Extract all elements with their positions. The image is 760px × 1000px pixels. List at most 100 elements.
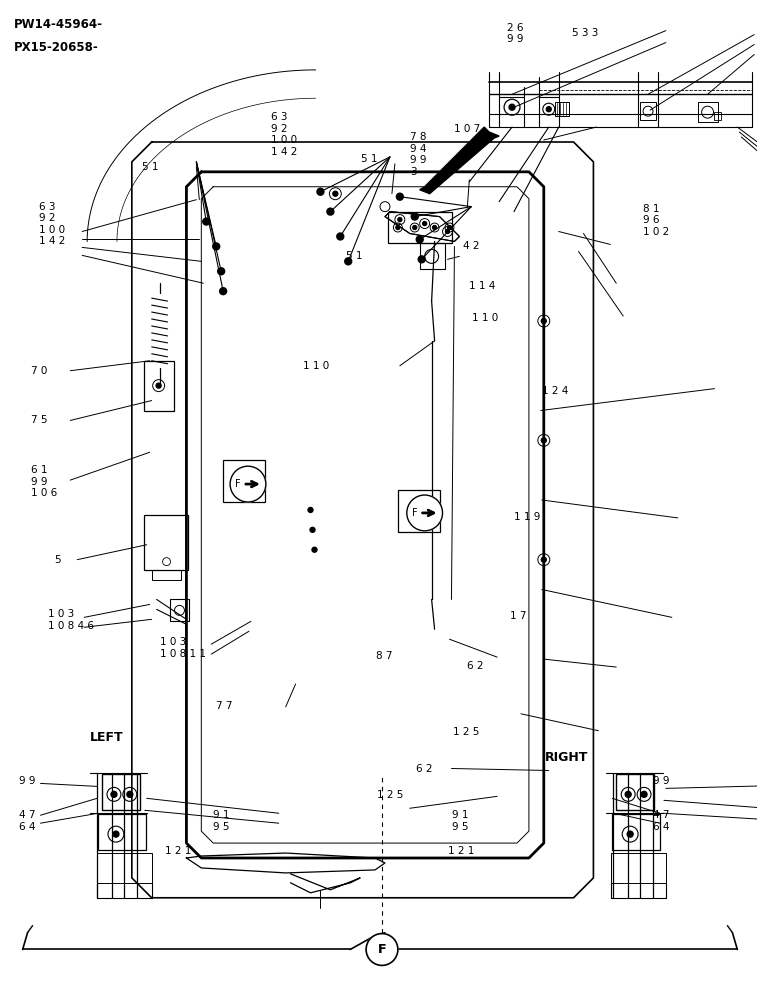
Circle shape xyxy=(397,193,404,200)
Circle shape xyxy=(509,104,515,110)
Circle shape xyxy=(541,438,546,443)
Text: 7 8
9 4
9 9
3: 7 8 9 4 9 9 3 xyxy=(410,132,426,177)
Circle shape xyxy=(546,107,551,112)
Bar xyxy=(398,490,439,532)
Text: 9 1
9 5: 9 1 9 5 xyxy=(451,810,468,832)
Circle shape xyxy=(111,791,117,797)
Text: F: F xyxy=(378,943,386,956)
Text: 7 0: 7 0 xyxy=(31,366,48,376)
Bar xyxy=(698,102,717,122)
Text: 5 1: 5 1 xyxy=(361,154,378,164)
Text: 7 7: 7 7 xyxy=(216,701,232,711)
Circle shape xyxy=(220,288,226,295)
Text: 1 2 5: 1 2 5 xyxy=(377,790,404,800)
Text: 2 6
9 9: 2 6 9 9 xyxy=(507,23,523,44)
Text: F: F xyxy=(412,508,417,518)
Text: 1 0 3
1 0 8 1 1: 1 0 3 1 0 8 1 1 xyxy=(160,637,206,659)
Text: 6 2: 6 2 xyxy=(416,764,432,774)
Bar xyxy=(555,102,568,116)
Bar xyxy=(169,599,189,621)
Text: 7 5: 7 5 xyxy=(31,415,48,425)
Text: 8 7: 8 7 xyxy=(376,651,393,661)
Text: 6 3
9 2
1 0 0
1 4 2: 6 3 9 2 1 0 0 1 4 2 xyxy=(271,112,297,157)
Text: 5 1: 5 1 xyxy=(346,251,363,261)
Bar xyxy=(640,102,656,120)
Circle shape xyxy=(327,208,334,215)
Circle shape xyxy=(396,226,400,230)
Circle shape xyxy=(113,831,119,837)
Circle shape xyxy=(217,268,225,275)
Circle shape xyxy=(418,256,425,263)
Circle shape xyxy=(448,226,451,230)
Text: 5: 5 xyxy=(54,555,61,565)
Bar xyxy=(613,814,660,850)
Text: 1 2 1: 1 2 1 xyxy=(165,846,192,856)
Text: 1 2 5: 1 2 5 xyxy=(453,727,480,737)
Circle shape xyxy=(541,557,546,562)
Circle shape xyxy=(625,791,631,797)
Circle shape xyxy=(432,226,436,230)
Text: F: F xyxy=(378,943,386,956)
Text: LEFT: LEFT xyxy=(90,731,123,744)
Circle shape xyxy=(337,233,344,240)
Circle shape xyxy=(627,831,633,837)
Circle shape xyxy=(541,319,546,323)
Text: 4 7
6 4: 4 7 6 4 xyxy=(653,810,670,832)
Text: 1 7: 1 7 xyxy=(510,611,526,621)
Text: 8 1
9 6
1 0 2: 8 1 9 6 1 0 2 xyxy=(642,204,669,237)
Circle shape xyxy=(398,218,402,222)
Text: 9 9: 9 9 xyxy=(19,776,36,786)
Text: 6 2: 6 2 xyxy=(467,661,483,671)
Circle shape xyxy=(310,527,315,532)
Text: PX15-20658-: PX15-20658- xyxy=(14,41,99,54)
Circle shape xyxy=(445,230,449,233)
Bar xyxy=(98,814,146,850)
Text: 5 3 3: 5 3 3 xyxy=(572,28,599,38)
Text: 1 1 0: 1 1 0 xyxy=(472,313,499,323)
Circle shape xyxy=(308,507,313,512)
Bar xyxy=(388,212,452,243)
Text: 1 2 4: 1 2 4 xyxy=(542,386,568,396)
Text: 5 1: 5 1 xyxy=(142,162,159,172)
Circle shape xyxy=(413,226,416,230)
Text: 4 7
6 4: 4 7 6 4 xyxy=(19,810,36,832)
Bar xyxy=(144,515,188,570)
Circle shape xyxy=(203,218,210,225)
Circle shape xyxy=(366,934,398,965)
Circle shape xyxy=(312,547,317,552)
Text: 1 1 4: 1 1 4 xyxy=(469,281,496,291)
Circle shape xyxy=(407,495,442,531)
Bar xyxy=(152,570,182,580)
Text: 6 1
9 9
1 0 6: 6 1 9 9 1 0 6 xyxy=(31,465,58,498)
Text: 6 3
9 2
1 0 0
1 4 2: 6 3 9 2 1 0 0 1 4 2 xyxy=(39,202,65,246)
Bar xyxy=(223,460,264,502)
Circle shape xyxy=(641,791,647,797)
Polygon shape xyxy=(420,127,499,194)
Text: PW14-45964-: PW14-45964- xyxy=(14,18,103,31)
Circle shape xyxy=(127,791,133,797)
Text: 9 1
9 5: 9 1 9 5 xyxy=(213,810,229,832)
Bar xyxy=(102,774,140,810)
Circle shape xyxy=(423,222,426,226)
Bar xyxy=(97,853,152,883)
Bar xyxy=(144,361,173,410)
Circle shape xyxy=(345,258,352,265)
Text: 1 0 3
1 0 8 4 6: 1 0 3 1 0 8 4 6 xyxy=(48,609,94,631)
Text: 1 2 1: 1 2 1 xyxy=(448,846,474,856)
Text: 9 9: 9 9 xyxy=(653,776,670,786)
Text: 1 1 9: 1 1 9 xyxy=(515,512,540,522)
Text: F: F xyxy=(236,479,241,489)
Circle shape xyxy=(230,466,266,502)
Circle shape xyxy=(333,191,337,196)
Text: RIGHT: RIGHT xyxy=(544,751,587,764)
Bar xyxy=(611,853,666,883)
Circle shape xyxy=(411,213,418,220)
Text: 1 0 7: 1 0 7 xyxy=(454,124,480,134)
Circle shape xyxy=(416,236,423,243)
Text: 1 1 0: 1 1 0 xyxy=(303,361,329,371)
Bar xyxy=(616,774,654,810)
Circle shape xyxy=(156,383,161,388)
Bar xyxy=(714,112,721,120)
Text: 4 2: 4 2 xyxy=(463,241,480,251)
Text: F: F xyxy=(378,943,386,956)
